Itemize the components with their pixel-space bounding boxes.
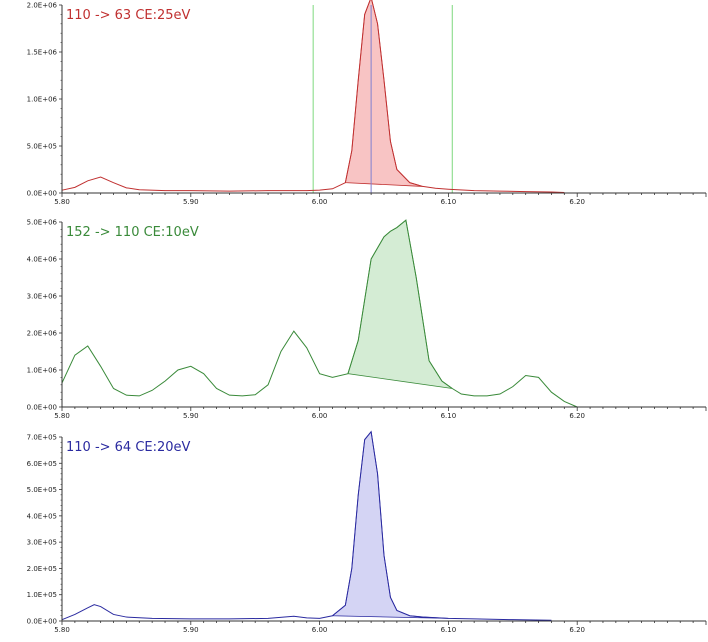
y-tick-label: 4.0E+05 bbox=[27, 512, 57, 520]
series-line bbox=[61, 219, 578, 408]
y-tick-label: 5.0E+05 bbox=[27, 486, 57, 494]
y-tick-label: 0.0E+00 bbox=[27, 404, 57, 412]
x-tick-label: 6.10 bbox=[441, 198, 457, 206]
x-tick-label: 6.20 bbox=[569, 198, 585, 206]
y-tick-label: 2.0E+05 bbox=[27, 565, 57, 573]
x-tick-label: 6.10 bbox=[441, 412, 457, 420]
peak-area bbox=[331, 430, 449, 619]
y-tick-label: 1.5E+06 bbox=[27, 49, 58, 57]
x-tick-label: 5.90 bbox=[183, 412, 199, 420]
x-tick-label: 6.20 bbox=[569, 626, 585, 634]
y-tick-label: 5.0E+05 bbox=[27, 143, 57, 151]
y-tick-label: 3.0E+05 bbox=[27, 539, 57, 547]
y-tick-label: 5.0E+06 bbox=[27, 219, 58, 227]
x-tick-label: 5.80 bbox=[54, 412, 70, 420]
y-tick-label: 2.0E+06 bbox=[27, 2, 58, 10]
y-tick-label: 0.0E+00 bbox=[27, 618, 57, 626]
trace-title: 152 -> 110 CE:10eV bbox=[66, 225, 199, 240]
x-tick-label: 5.90 bbox=[183, 198, 199, 206]
x-tick-label: 6.00 bbox=[312, 626, 328, 634]
y-tick-label: 1.0E+06 bbox=[27, 96, 58, 104]
x-tick-label: 6.00 bbox=[312, 198, 328, 206]
series-line bbox=[61, 430, 552, 621]
y-tick-label: 0.0E+00 bbox=[27, 190, 57, 198]
x-tick-label: 6.10 bbox=[441, 626, 457, 634]
trace-title: 110 -> 64 CE:20eV bbox=[66, 440, 191, 455]
y-tick-label: 6.0E+05 bbox=[27, 460, 57, 468]
x-tick-label: 6.00 bbox=[312, 412, 328, 420]
y-tick-label: 3.0E+06 bbox=[27, 293, 58, 301]
series-line bbox=[61, 0, 565, 194]
trace-title: 110 -> 63 CE:25eV bbox=[66, 8, 191, 23]
chart-panel-2: 5.80 5.90 6.00 6.10 6.20 0.0E+00 1.0E+06 2.0E+0… bbox=[27, 219, 707, 420]
x-tick-label: 5.80 bbox=[54, 626, 70, 634]
y-tick-label: 1.0E+05 bbox=[27, 591, 57, 599]
y-tick-label: 4.0E+06 bbox=[27, 256, 58, 264]
x-tick-label: 5.80 bbox=[54, 198, 70, 206]
y-tick-label: 1.0E+06 bbox=[27, 367, 58, 375]
x-tick-label: 5.90 bbox=[183, 626, 199, 634]
x-tick-label: 6.20 bbox=[569, 412, 585, 420]
y-tick-label: 7.0E+05 bbox=[27, 434, 57, 442]
y-tick-label: 2.0E+06 bbox=[27, 330, 58, 338]
chart-panel-1: 5.80 5.90 6.00 6.10 6.20 0.0E+00 5.0E+05 1.0E+0… bbox=[27, 0, 707, 206]
chart-panel-3: 5.80 5.90 6.00 6.10 6.20 0.0E+00 1.0E+05 2.0E+0… bbox=[27, 430, 707, 634]
